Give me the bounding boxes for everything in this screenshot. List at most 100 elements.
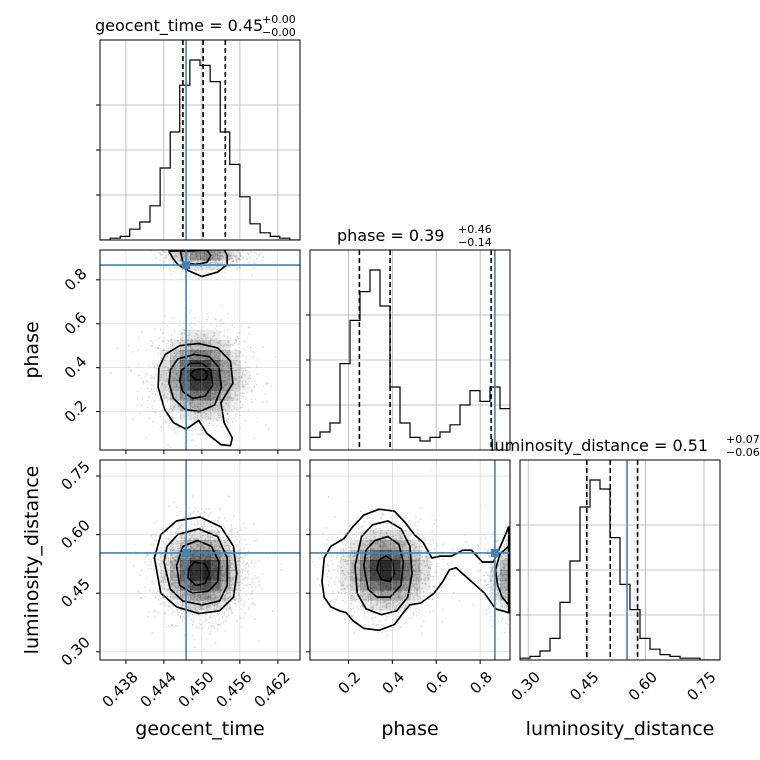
sample-point: [177, 259, 180, 262]
sample-point: [234, 369, 237, 371]
sample-point: [247, 326, 250, 329]
sample-point: [216, 553, 219, 556]
sample-point: [229, 555, 231, 558]
sample-point: [201, 416, 204, 419]
sample-point: [225, 247, 227, 249]
density-cell: [170, 390, 181, 401]
sample-point: [154, 393, 157, 395]
sample-point: [209, 260, 211, 262]
sample-point: [227, 566, 230, 569]
sample-point: [223, 335, 226, 337]
sample-point: [176, 625, 178, 627]
sample-point: [208, 423, 210, 425]
sample-point: [183, 402, 186, 405]
sample-point: [223, 335, 225, 337]
sample-point: [198, 266, 200, 268]
density-cell: [190, 250, 201, 261]
sample-point: [242, 369, 245, 372]
sample-point: [245, 391, 248, 394]
sample-point: [170, 383, 173, 386]
sample-point: [222, 405, 225, 408]
sample-point: [164, 315, 166, 317]
sample-point: [181, 558, 184, 560]
sample-point: [198, 404, 200, 406]
sample-point: [168, 548, 171, 551]
sample-point: [218, 342, 220, 345]
sample-point: [183, 397, 185, 400]
sample-point: [221, 252, 223, 254]
sample-point: [204, 613, 207, 615]
sample-point: [252, 602, 255, 605]
sample-point: [176, 373, 178, 376]
sample-point: [169, 241, 171, 243]
density-cell: [200, 350, 211, 361]
sample-point: [221, 359, 224, 362]
sample-point: [177, 243, 179, 245]
sample-point: [190, 245, 192, 247]
sample-point: [219, 323, 222, 326]
sample-point: [227, 597, 229, 600]
sample-point: [197, 510, 199, 513]
sample-point: [168, 244, 170, 246]
sample-point: [216, 607, 218, 610]
sample-point: [241, 250, 244, 253]
sample-point: [257, 359, 259, 362]
sample-point: [201, 241, 203, 243]
sample-point: [174, 601, 177, 604]
sample-point: [251, 603, 254, 605]
sample-point: [212, 396, 215, 399]
sample-point: [187, 247, 189, 249]
sample-point: [241, 588, 244, 590]
sample-point: [159, 595, 161, 597]
sample-point: [198, 344, 201, 347]
sample-point: [172, 377, 174, 380]
sample-point: [190, 258, 193, 260]
sample-point: [190, 340, 193, 342]
sample-point: [213, 626, 216, 628]
sample-point: [203, 342, 206, 344]
sample-point: [199, 349, 201, 352]
sample-point: [229, 265, 231, 268]
sample-point: [210, 242, 212, 244]
sample-point: [162, 390, 164, 393]
sample-point: [144, 586, 146, 588]
sample-point: [173, 330, 176, 333]
sample-point: [150, 568, 153, 570]
sample-point: [142, 379, 144, 382]
sample-point: [150, 388, 153, 391]
sample-point: [160, 556, 162, 558]
sample-point: [214, 349, 217, 352]
sample-point: [131, 351, 134, 353]
sample-point: [228, 567, 230, 569]
sample-point: [186, 351, 189, 353]
sample-point: [253, 577, 256, 579]
sample-point: [219, 612, 221, 615]
sample-point: [223, 409, 225, 411]
sample-point: [194, 351, 196, 354]
sample-point: [258, 576, 260, 579]
sample-point: [146, 380, 149, 383]
sample-point: [203, 350, 205, 353]
sample-point: [152, 385, 154, 387]
sample-point: [208, 422, 211, 425]
sample-point: [243, 565, 245, 567]
sample-point: [189, 531, 192, 534]
sample-point: [188, 332, 190, 334]
sample-point: [202, 411, 205, 414]
sample-point: [202, 523, 205, 526]
sample-point: [249, 256, 251, 259]
sample-point: [174, 256, 176, 258]
sample-point: [221, 368, 224, 371]
sample-point: [208, 245, 210, 247]
sample-point: [140, 404, 143, 407]
sample-point: [210, 543, 212, 545]
sample-point: [202, 242, 204, 244]
sample-point: [255, 245, 257, 247]
sample-point: [204, 240, 206, 242]
sample-point: [195, 543, 198, 545]
sample-point: [226, 351, 229, 354]
sample-point: [247, 570, 249, 572]
panel-geocent-time-vs-phase: [96, 240, 301, 454]
sample-point: [173, 611, 176, 613]
sample-point: [235, 260, 238, 262]
